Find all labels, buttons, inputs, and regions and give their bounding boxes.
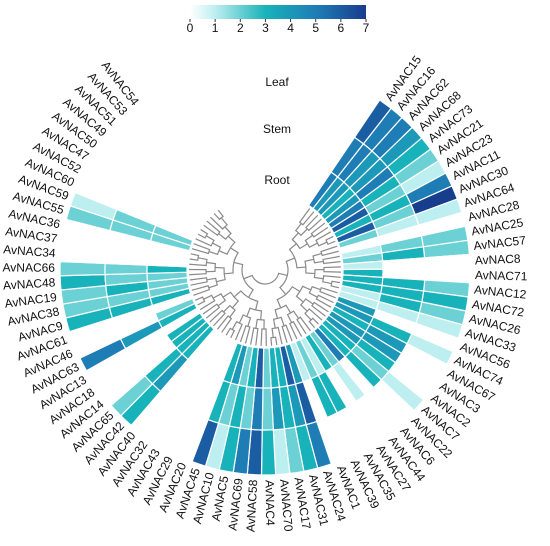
dendro-branch	[281, 324, 293, 343]
dendro-branch	[286, 310, 300, 323]
dendro-branch	[225, 327, 236, 339]
colorbar-tick-label: 6	[338, 21, 345, 35]
ring-name: Leaf	[265, 75, 289, 89]
gene-label: AvNAC19	[4, 290, 58, 311]
dendro-branch	[325, 235, 336, 246]
dendro-branch	[322, 275, 341, 285]
dendro-branch	[315, 294, 334, 308]
dendro-branch	[218, 235, 236, 255]
dendro-branch	[238, 314, 252, 327]
dendro-branch	[233, 261, 254, 298]
gene-label: AvNAC8	[474, 252, 521, 268]
dendro-branch	[299, 298, 314, 312]
dendro-branch	[320, 245, 339, 257]
dendro-branch	[279, 257, 295, 295]
gene-label: AvNAC58	[244, 479, 261, 532]
dendro-branch	[191, 243, 211, 255]
dendro-branch	[209, 216, 228, 230]
dendro-branch	[272, 316, 285, 329]
dendro-branch	[250, 327, 259, 346]
dendro-branch	[322, 255, 341, 265]
heat-cell	[188, 173, 220, 212]
dendro-branch	[255, 318, 265, 330]
dendro-branch	[243, 272, 288, 285]
dendro-branch	[308, 317, 319, 328]
dendro-branch	[274, 304, 292, 319]
dendro-branch	[312, 252, 324, 264]
dendrogram	[188, 208, 341, 346]
dendro-branch	[260, 328, 267, 346]
gene-label: AvNAC69	[225, 477, 245, 531]
gene-label: AvNAC48	[3, 275, 57, 292]
dendro-branch	[195, 235, 215, 247]
colorbar	[190, 5, 366, 19]
dendro-branch	[319, 286, 338, 299]
dendro-branch	[288, 243, 306, 269]
dendro-branch	[199, 294, 216, 311]
dendro-branch	[189, 277, 208, 286]
dendro-branch	[246, 307, 263, 320]
dendro-branch	[189, 253, 200, 261]
colorbar-tick-label: 2	[237, 21, 244, 35]
dendro-branch	[295, 285, 312, 303]
dendro-branch	[191, 285, 211, 296]
dendro-branch	[189, 257, 208, 267]
heat-cell	[261, 387, 274, 431]
dendro-branch	[195, 296, 206, 306]
dendro-branch	[224, 247, 239, 275]
colorbar-tick-label: 7	[363, 21, 370, 35]
dendro-branch	[330, 280, 341, 289]
gene-label: AvNAC66	[2, 260, 55, 274]
colorbar-tick-label: 1	[212, 21, 219, 35]
gene-label: AvNAC57	[473, 233, 527, 253]
colorbar-tick-label: 4	[287, 21, 294, 35]
gene-label: AvNAC4	[262, 480, 277, 526]
dendro-branch	[271, 326, 283, 345]
dendro-branch	[313, 269, 325, 280]
gene-label: AvNAC12	[473, 283, 527, 302]
dendro-branch	[188, 268, 207, 276]
dendro-branch	[216, 315, 233, 333]
gene-label: AvNAC70	[277, 479, 296, 533]
dendro-branch	[270, 336, 278, 346]
heat-cell	[262, 347, 272, 389]
ring-name: Stem	[263, 122, 291, 136]
colorbar-tick-label: 5	[312, 21, 319, 35]
heat-cell	[260, 429, 277, 476]
gene-label: AvNAC71	[475, 268, 528, 283]
dendro-branch	[304, 258, 315, 275]
ring-name: Root	[264, 173, 290, 187]
dendro-branch	[206, 261, 217, 273]
dendro-branch	[222, 291, 240, 309]
colorbar-tick-label: 0	[187, 21, 194, 35]
dendro-branch	[276, 285, 301, 309]
colorbar-tick-label: 3	[262, 21, 269, 35]
dendro-branch	[208, 242, 222, 256]
dendro-branch	[215, 266, 226, 283]
gene-label: AvNAC34	[3, 242, 57, 260]
dendro-branch	[197, 229, 209, 239]
dendro-branch	[239, 325, 251, 344]
dendro-branch	[212, 292, 227, 307]
dendro-branch	[231, 320, 243, 341]
dendro-branch	[323, 266, 341, 273]
dendro-branch	[304, 234, 318, 248]
dendro-branch	[315, 231, 332, 247]
